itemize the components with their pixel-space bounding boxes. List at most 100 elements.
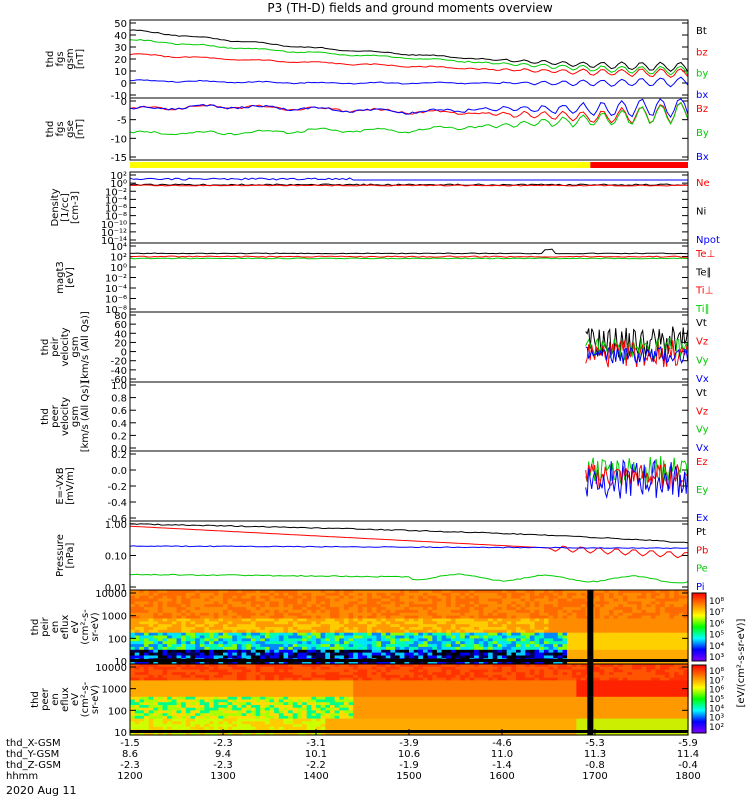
heatmap-cell: [288, 726, 294, 731]
heatmap-cell: [367, 674, 373, 679]
heatmap-cell: [646, 590, 652, 594]
heatmap-cell: [683, 621, 689, 625]
heatmap-cell: [567, 641, 573, 645]
heatmap-cell: [260, 702, 266, 706]
heatmap-cell: [599, 641, 605, 645]
heatmap-cell: [650, 652, 657, 656]
heatmap-cell: [376, 666, 382, 670]
heatmap-cell: [288, 601, 294, 605]
heatmap-cell: [353, 632, 359, 637]
heatmap-cell: [311, 618, 317, 622]
heatmap-cell: [450, 644, 457, 648]
heatmap-cell: [181, 609, 187, 614]
heatmap-cell: [423, 612, 429, 617]
heatmap-cell: [543, 655, 550, 659]
heatmap-cell: [562, 638, 568, 642]
heatmap-cell: [357, 627, 364, 631]
heatmap-cell: [529, 595, 536, 600]
heatmap-cell: [543, 598, 550, 602]
heatmap-cell: [343, 666, 350, 670]
heatmap-cell: [274, 635, 280, 639]
heatmap-cell: [613, 627, 619, 631]
heatmap-cell: [316, 664, 322, 668]
heatmap-cell: [455, 672, 461, 676]
heatmap-cell: [367, 669, 373, 673]
heatmap-cell: [362, 707, 368, 711]
heatmap-cell: [418, 629, 424, 634]
heatmap-cell: [450, 615, 457, 619]
heatmap-cell: [246, 629, 252, 634]
heatmap-cell: [278, 655, 285, 659]
heatmap-cell: [130, 705, 136, 709]
heatmap-cell: [260, 696, 266, 701]
heatmap-cell: [622, 601, 629, 605]
heatmap-cell: [343, 644, 350, 648]
heatmap-cell: [371, 696, 378, 701]
heatmap-cell: [553, 590, 559, 594]
heatmap-cell: [274, 664, 280, 668]
heatmap-cell: [213, 609, 219, 614]
heatmap-cell: [176, 615, 182, 619]
heatmap-cell: [162, 666, 168, 670]
heatmap-cell: [176, 641, 182, 645]
heatmap-cell: [255, 718, 261, 722]
heatmap-cell: [264, 726, 271, 731]
heatmap-cell: [413, 607, 419, 611]
heatmap-cell: [330, 724, 336, 728]
heatmap-cell: [181, 702, 187, 706]
heatmap-cell: [371, 595, 378, 600]
heatmap-cell: [195, 641, 201, 645]
heatmap-cell: [190, 699, 196, 703]
heatmap-cell: [167, 694, 173, 698]
heatmap-cell: [432, 707, 438, 711]
heatmap-cell: [446, 732, 452, 736]
heatmap-cell: [464, 646, 471, 651]
heatmap-cell: [241, 590, 247, 594]
heatmap-cell: [348, 652, 354, 656]
heatmap-cell: [474, 621, 480, 625]
heatmap-cell: [325, 705, 331, 709]
heatmap-cell: [288, 683, 294, 687]
heatmap-cell: [636, 629, 643, 634]
heatmap-cell: [232, 644, 238, 648]
heatmap-cell: [232, 627, 238, 631]
heatmap-cell: [232, 615, 238, 619]
heatmap-cell: [227, 649, 233, 654]
heatmap-cell: [367, 691, 373, 695]
heatmap-cell: [292, 696, 299, 701]
heatmap-cell: [246, 680, 252, 684]
heatmap-cell: [390, 664, 396, 668]
heatmap-cell: [185, 721, 192, 725]
heatmap-cell: [455, 669, 461, 673]
heatmap-cell: [436, 724, 443, 728]
heatmap-cell: [264, 669, 271, 673]
heatmap-cell: [343, 702, 350, 706]
heatmap-cell: [636, 641, 643, 645]
heatmap-cell: [436, 721, 443, 725]
heatmap-cell: [618, 661, 624, 665]
heatmap-cell: [650, 618, 657, 622]
heatmap-cell: [297, 649, 303, 654]
heatmap-cell: [627, 601, 633, 605]
heatmap-cell: [176, 598, 182, 602]
heatmap-cell: [236, 732, 243, 736]
heatmap-cell: [632, 598, 638, 602]
heatmap-cell: [339, 635, 345, 639]
heatmap-cell: [255, 641, 261, 645]
heatmap-cell: [543, 609, 550, 614]
heatmap-cell: [311, 691, 317, 695]
heatmap-cell: [385, 646, 392, 651]
heatmap-cell: [376, 685, 382, 690]
heatmap-cell: [506, 627, 512, 631]
heatmap-cell: [395, 683, 401, 687]
heatmap-cell: [609, 632, 615, 637]
heatmap-cell: [250, 696, 257, 701]
heatmap-cell: [488, 595, 494, 600]
heatmap-cell: [460, 632, 466, 637]
heatmap-cell: [399, 672, 405, 676]
heatmap-cell: [409, 638, 415, 642]
heatmap-cell: [455, 726, 461, 731]
heatmap-cell: [227, 672, 233, 676]
heatmap-cell: [143, 713, 150, 717]
heatmap-cell: [464, 618, 471, 622]
